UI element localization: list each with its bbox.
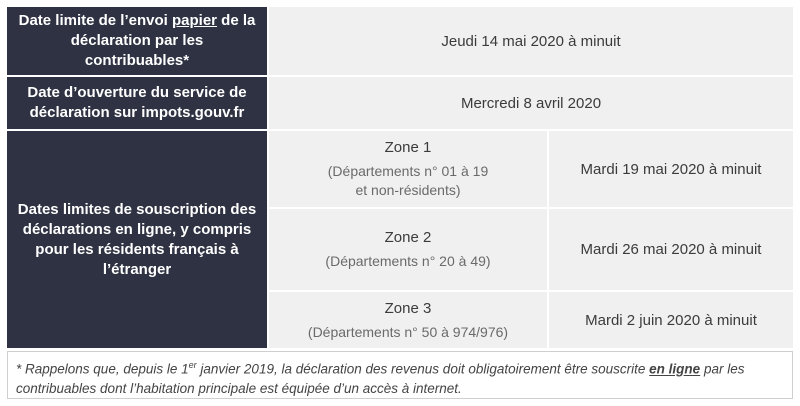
paper-label-part: de la déclaration par les contribuables*	[70, 12, 256, 69]
zone-3-cell: Zone 3 (Départements n° 50 à 974/976)	[269, 292, 547, 348]
zone-1-date-text: Mardi 19 mai 2020 à minuit	[580, 160, 762, 178]
zone-2-date: Mardi 26 mai 2020 à minuit	[549, 209, 793, 290]
online-label-text: Dates limites de souscription des déclar…	[17, 200, 257, 278]
opening-label-text: Date d’ouverture du service de déclarati…	[27, 84, 247, 121]
zone-2-cell: Zone 2 (Départements n° 20 à 49)	[269, 209, 547, 290]
zone-1-date: Mardi 19 mai 2020 à minuit	[549, 131, 793, 207]
zone-1-cell: Zone 1 (Départements n° 01 à 19 et non-r…	[269, 131, 547, 207]
zone-3-departments: (Départements n° 50 à 974/976)	[307, 323, 509, 340]
zone-3-date: Mardi 2 juin 2020 à minuit	[549, 292, 793, 348]
footnote-text: * Rappelons que, depuis le 1	[16, 361, 189, 377]
zone-1-departments-line: et non-résidents)	[355, 182, 461, 198]
zone-2-departments: (Départements n° 20 à 49)	[325, 253, 491, 269]
paper-deadline-label: Date limite de l’envoi papier de la décl…	[7, 7, 267, 75]
opening-date-value: Mercredi 8 avril 2020	[269, 77, 793, 129]
opening-date-label: Date d’ouverture du service de déclarati…	[7, 77, 267, 129]
paper-label-emphasis: papier	[172, 12, 218, 29]
footnote-text: janvier 2019, la déclaration des revenus…	[196, 361, 650, 377]
opening-date-text: Mercredi 8 avril 2020	[460, 94, 602, 112]
online-deadlines-label: Dates limites de souscription des déclar…	[7, 131, 267, 348]
zone-1-title: Zone 1	[384, 139, 432, 156]
zone-1-departments: (Départements n° 01 à 19 et non-résident…	[328, 162, 488, 200]
paper-label-part: Date limite de l’envoi	[18, 12, 172, 29]
paper-deadline-text: Jeudi 14 mai 2020 à minuit	[441, 32, 621, 50]
footnote-emphasis: en ligne	[649, 361, 701, 377]
zone-3-date-text: Mardi 2 juin 2020 à minuit	[585, 311, 757, 329]
zone-2-title: Zone 2	[384, 229, 432, 246]
zone-2-date-text: Mardi 26 mai 2020 à minuit	[580, 241, 762, 258]
footnote: * Rappelons que, depuis le 1er janvier 2…	[7, 351, 793, 399]
zone-1-departments-line: (Départements n° 01 à 19	[327, 163, 489, 179]
paper-deadline-value: Jeudi 14 mai 2020 à minuit	[269, 7, 793, 75]
footnote-text: par les contribuables dont l’habitation …	[16, 361, 745, 396]
footnote-superscript: er	[188, 360, 197, 370]
zone-3-title: Zone 3	[384, 299, 432, 317]
